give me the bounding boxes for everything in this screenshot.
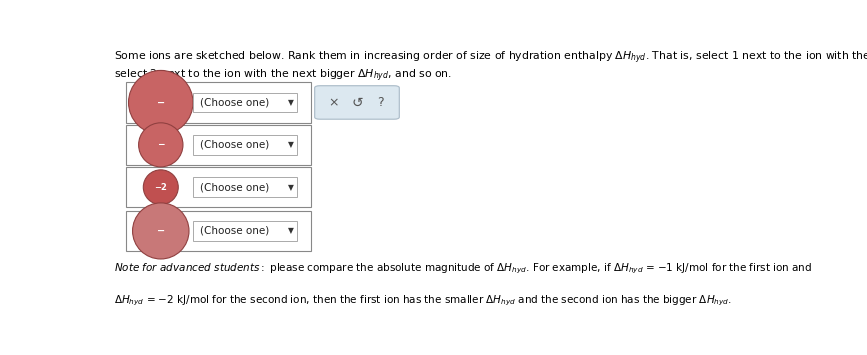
- Text: ×: ×: [328, 96, 339, 109]
- Text: ?: ?: [377, 96, 384, 109]
- Text: $\it{Note\ for\ advanced\ students:}$ please compare the absolute magnitude of $: $\it{Note\ for\ advanced\ students:}$ pl…: [114, 261, 812, 276]
- Ellipse shape: [133, 203, 189, 259]
- FancyBboxPatch shape: [126, 82, 310, 123]
- FancyBboxPatch shape: [126, 211, 310, 251]
- Text: ▼: ▼: [288, 226, 293, 235]
- FancyBboxPatch shape: [315, 86, 400, 119]
- Text: ▼: ▼: [288, 140, 293, 149]
- FancyBboxPatch shape: [193, 135, 297, 155]
- Text: −2: −2: [154, 183, 167, 192]
- Text: −: −: [157, 140, 165, 149]
- FancyBboxPatch shape: [126, 167, 310, 207]
- Text: ↺: ↺: [351, 95, 362, 109]
- Text: Some ions are sketched below. Rank them in increasing order of size of hydration: Some ions are sketched below. Rank them …: [114, 49, 867, 66]
- Ellipse shape: [128, 70, 193, 135]
- Text: select 2 next to the ion with the next bigger $\Delta H_{hyd}$, and so on.: select 2 next to the ion with the next b…: [114, 67, 452, 83]
- Text: (Choose one): (Choose one): [200, 140, 270, 150]
- Text: (Choose one): (Choose one): [200, 226, 270, 236]
- Text: −: −: [157, 98, 165, 108]
- Ellipse shape: [139, 123, 183, 167]
- Ellipse shape: [143, 170, 179, 204]
- Text: ▼: ▼: [288, 183, 293, 192]
- Text: −: −: [157, 226, 165, 236]
- Text: $\Delta H_{hyd}$ = $-$2 kJ/mol for the second ion, then the first ion has the sm: $\Delta H_{hyd}$ = $-$2 kJ/mol for the s…: [114, 294, 732, 308]
- FancyBboxPatch shape: [193, 93, 297, 112]
- Text: ▼: ▼: [288, 98, 293, 107]
- FancyBboxPatch shape: [126, 125, 310, 165]
- FancyBboxPatch shape: [193, 221, 297, 241]
- Text: (Choose one): (Choose one): [200, 98, 270, 108]
- FancyBboxPatch shape: [193, 178, 297, 197]
- Text: (Choose one): (Choose one): [200, 182, 270, 192]
